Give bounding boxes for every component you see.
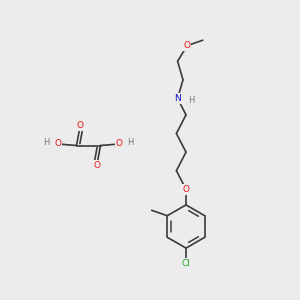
Text: O: O xyxy=(93,160,100,169)
Text: H: H xyxy=(43,138,50,147)
Text: Cl: Cl xyxy=(182,259,190,268)
Text: O: O xyxy=(76,122,84,130)
Text: O: O xyxy=(54,140,61,148)
Text: O: O xyxy=(182,185,190,194)
Text: N: N xyxy=(174,94,181,103)
Text: O: O xyxy=(116,140,123,148)
Text: H: H xyxy=(188,96,194,105)
Text: O: O xyxy=(184,41,191,50)
Text: H: H xyxy=(127,138,134,147)
